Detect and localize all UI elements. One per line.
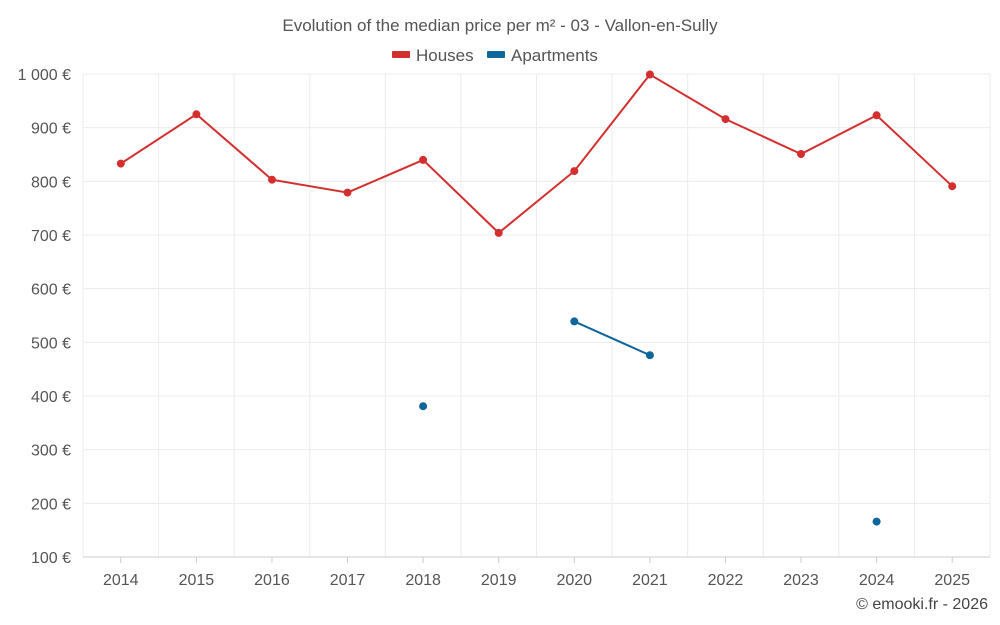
series-line-apartments [573,320,651,357]
legend: Houses Apartments [392,46,598,65]
data-point-houses[interactable] [192,110,201,119]
y-tick-label: 800 € [31,174,71,191]
x-tick-label: 2021 [632,572,668,589]
y-tick-label: 200 € [31,496,71,513]
credit: © emooki.fr - 2026 [856,596,988,613]
chart-title: Evolution of the median price per m² - 0… [282,16,718,35]
x-tick-label: 2022 [708,572,744,589]
legend-label-houses: Houses [416,46,474,65]
x-tick-label: 2025 [934,572,970,589]
data-point-houses[interactable] [494,228,503,237]
series [116,70,957,526]
data-point-houses[interactable] [797,150,805,158]
data-point-apartments[interactable] [645,351,654,360]
legend-label-apartments: Apartments [511,46,598,65]
legend-swatch-houses [392,51,410,58]
data-point-houses[interactable] [721,115,730,124]
y-tick-label: 500 € [31,335,71,352]
axes: 100 € 200 € 300 € 400 € 500 € 600 € 700 € 800 €… [18,67,990,589]
x-tick-label: 2017 [330,572,366,589]
data-point-houses[interactable] [268,175,276,184]
data-point-apartments[interactable] [872,517,881,526]
x-tick-label: 2019 [481,572,517,589]
y-tick-label: 300 € [31,443,71,460]
legend-swatch-apartments [487,51,505,58]
data-point-houses[interactable] [948,182,957,191]
data-point-apartments[interactable] [570,317,579,326]
x-tick-label: 2016 [254,572,290,589]
y-tick-label: 400 € [31,389,71,406]
grid [82,73,991,558]
x-tick-label: 2015 [179,572,215,589]
data-point-houses[interactable] [570,167,579,176]
y-tick-label: 600 € [31,282,71,299]
data-point-houses[interactable] [872,111,881,120]
x-tick-label: 2018 [405,572,441,589]
y-tick-label: 100 € [31,550,71,567]
legend-item-houses[interactable]: Houses [392,46,474,65]
data-point-houses[interactable] [116,159,125,168]
y-tick-label: 700 € [31,228,71,245]
data-point-apartments[interactable] [419,402,428,411]
legend-item-apartments[interactable]: Apartments [487,46,598,65]
y-tick-label: 900 € [31,121,71,138]
series-line-houses [120,73,953,235]
data-point-houses[interactable] [419,155,428,164]
x-tick-label: 2024 [859,572,895,589]
data-point-houses[interactable] [645,70,654,79]
x-tick-label: 2020 [556,572,592,589]
data-point-houses[interactable] [343,188,352,197]
x-tick-label: 2023 [783,572,819,589]
x-tick-label: 2014 [103,572,139,589]
y-tick-label: 1 000 € [18,67,71,84]
